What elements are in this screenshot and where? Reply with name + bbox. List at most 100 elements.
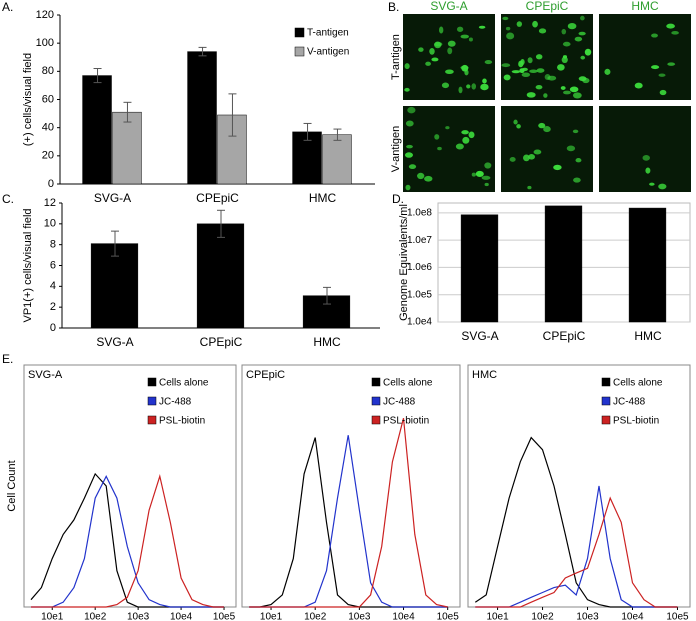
cell-spot (528, 154, 536, 160)
bar (82, 75, 112, 185)
cell-spot (513, 119, 518, 125)
cell-spot (561, 56, 568, 64)
y-tick-label: 2 (50, 301, 56, 313)
bar (187, 51, 217, 185)
x-tick-label: 10e2 (84, 612, 107, 621)
legend-swatch (371, 396, 381, 406)
cell-spot (667, 62, 676, 66)
cell-spot (584, 48, 592, 56)
cell-spot (417, 172, 425, 180)
cell-spot (573, 177, 581, 183)
x-tick-label: 10e5 (213, 612, 236, 621)
cell-spot (461, 64, 469, 72)
legend-swatch (371, 377, 381, 387)
x-tick-label: 10e1 (41, 612, 64, 621)
legend-swatch (147, 377, 157, 387)
cell-spot (578, 31, 586, 36)
cell-spot (527, 57, 533, 64)
cell-spot (516, 124, 521, 129)
panel-label: E. (2, 352, 13, 366)
bar (460, 214, 499, 323)
panel-label: C. (2, 192, 14, 206)
error-bar (323, 286, 331, 305)
cell-spot (572, 92, 582, 99)
cell-spot (466, 84, 471, 89)
micrograph (403, 106, 495, 192)
cell-spot (501, 63, 511, 68)
bar (322, 134, 352, 185)
x-tick-label: SVG-A (96, 335, 133, 349)
cell-spot (481, 175, 491, 180)
cell-spot (505, 26, 511, 31)
y-tick-label: 0 (48, 178, 54, 190)
legend-swatch (294, 46, 305, 57)
cell-spot (484, 60, 493, 65)
cell-spot (438, 26, 444, 34)
histogram-line (31, 474, 224, 608)
cell-spot (521, 72, 531, 78)
x-tick-label: CPEpiC (196, 191, 239, 205)
cell-spot (445, 126, 450, 130)
legend-swatch (294, 27, 305, 38)
y-tick-label: 6 (50, 259, 56, 271)
bar (544, 205, 583, 323)
cell-spot (543, 126, 551, 133)
cell-spot (468, 131, 475, 139)
legend-label: Cells alone (613, 378, 663, 389)
y-tick-label: 80 (42, 65, 54, 77)
bar (628, 207, 667, 323)
error-bar (333, 128, 342, 141)
cell-spot (482, 78, 487, 84)
legend-swatch (147, 415, 157, 425)
y-tick-label: 60 (42, 93, 54, 105)
x-tick-label: SVG-A (461, 329, 498, 343)
cell-spot (506, 32, 515, 40)
error-bar (198, 46, 207, 57)
x-tick-label: CPEpiC (543, 329, 586, 343)
legend-swatch (147, 396, 157, 406)
cell-spot (418, 47, 424, 52)
x-tick-label: 10e5 (437, 612, 460, 621)
panel-label: D. (392, 192, 404, 206)
cell-spot (567, 23, 577, 30)
y-axis-label: Cell Count (6, 460, 18, 511)
histogram-line (474, 436, 678, 608)
cell-spot (666, 23, 675, 29)
cell-spot (461, 130, 469, 135)
cell-spot (434, 41, 442, 49)
cell-spot (445, 69, 454, 75)
error-bar (228, 93, 237, 137)
legend-label: JC-488 (383, 397, 416, 408)
legend-label: PSL-biotin (159, 416, 205, 427)
plot-title: SVG-A (28, 369, 63, 381)
cell-spot (526, 92, 536, 98)
cell-spot (431, 57, 439, 62)
cell-spot (518, 60, 524, 68)
cell-spot (404, 63, 410, 70)
y-tick-label: 4 (50, 280, 56, 292)
cell-spot (516, 21, 523, 27)
cell-spot (404, 152, 413, 158)
y-tick-label: 8 (50, 239, 56, 251)
cell-spot (561, 28, 567, 35)
cell-spot (484, 182, 489, 187)
cell-spot (424, 175, 433, 182)
cell-spot (649, 182, 655, 186)
cell-spot (471, 172, 476, 177)
x-tick-label: HMC (313, 335, 341, 349)
cell-spot (580, 15, 585, 21)
histogram-line (249, 418, 448, 608)
row-header: T-antigen (390, 34, 402, 80)
histogram-line (249, 435, 448, 608)
cell-spot (455, 143, 464, 150)
cell-spot (406, 144, 413, 149)
cell-spot (604, 68, 611, 75)
cell-spot (572, 129, 579, 134)
cell-spot (460, 34, 469, 39)
column-header: HMC (631, 0, 659, 13)
cell-spot (511, 70, 521, 74)
legend-swatch (601, 377, 611, 387)
histogram-line (249, 437, 448, 608)
x-tick-label: 10e4 (621, 612, 644, 621)
y-tick-label: 1.0e8 (407, 208, 432, 219)
